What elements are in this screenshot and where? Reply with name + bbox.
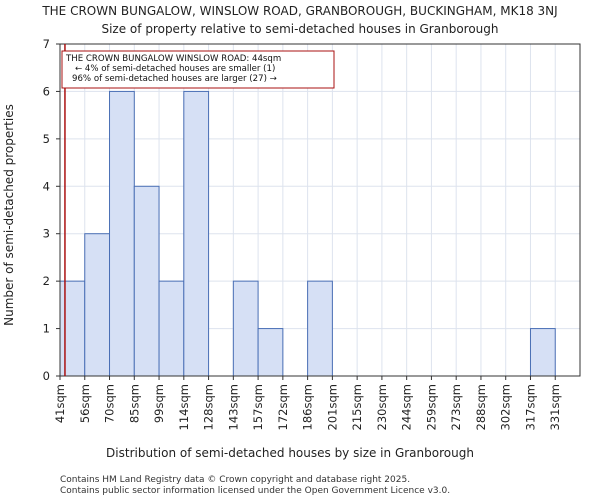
- x-tick-label: 41sqm: [53, 384, 67, 423]
- y-tick-label: 0: [43, 369, 50, 383]
- x-tick-label: 114sqm: [177, 384, 191, 430]
- x-tick-label: 302sqm: [499, 384, 513, 430]
- x-tick-label: 288sqm: [474, 384, 488, 430]
- x-tick-label: 273sqm: [449, 384, 463, 430]
- footer-line-2: Contains public sector information licen…: [60, 486, 450, 496]
- y-tick-label: 3: [43, 227, 50, 241]
- bar: [232, 280, 259, 377]
- bar: [307, 280, 333, 377]
- x-tick-label: 99sqm: [152, 384, 166, 423]
- x-tick-label: 230sqm: [375, 384, 389, 430]
- x-axis-label: Distribution of semi-detached houses by …: [106, 446, 474, 460]
- x-tick-label: 157sqm: [251, 384, 265, 430]
- x-tick-label: 85sqm: [127, 384, 141, 423]
- x-axis-ticks: 41sqm 56sqm 70sqm 85sqm 99sqm 114sqm 128sqm 143…: [53, 376, 562, 430]
- bar: [59, 280, 86, 377]
- y-tick-label: 7: [43, 37, 50, 51]
- annotation-line-1: THE CROWN BUNGALOW WINSLOW ROAD: 44sqm: [65, 54, 281, 64]
- y-axis-ticks: 0 1 2 3 4 5 6 7: [43, 37, 60, 383]
- x-tick-label: 56sqm: [78, 384, 92, 423]
- y-axis-label: Number of semi-detached properties: [2, 104, 16, 326]
- bar: [109, 90, 135, 377]
- annotation-box: THE CROWN BUNGALOW WINSLOW ROAD: 44sqm ←…: [61, 50, 335, 89]
- annotation-line-3: 96% of semi-detached houses are larger (…: [72, 74, 277, 84]
- bar: [84, 233, 111, 377]
- x-tick-label: 244sqm: [400, 384, 414, 430]
- annotation-border: [61, 50, 335, 89]
- y-tick-label: 6: [43, 84, 50, 98]
- x-tick-label: 317sqm: [523, 384, 537, 430]
- chart-title: THE CROWN BUNGALOW, WINSLOW ROAD, GRANBO…: [41, 4, 557, 18]
- x-tick-label: 201sqm: [325, 384, 339, 430]
- bar: [158, 280, 185, 377]
- bars: [59, 90, 556, 377]
- x-tick-label: 70sqm: [103, 384, 117, 423]
- x-tick-label: 172sqm: [276, 384, 290, 430]
- bar: [257, 328, 284, 377]
- x-tick-label: 186sqm: [301, 384, 315, 430]
- footer-line-1: Contains HM Land Registry data © Crown c…: [60, 475, 410, 485]
- bar: [529, 328, 556, 377]
- bar: [183, 90, 210, 377]
- y-tick-label: 1: [43, 322, 50, 336]
- y-tick-label: 4: [43, 179, 50, 193]
- y-tick-label: 2: [43, 274, 50, 288]
- chart-subtitle: Size of property relative to semi-detach…: [101, 22, 498, 36]
- annotation-line-2: ← 4% of semi-detached houses are smaller…: [75, 64, 275, 74]
- plot-frame: [59, 43, 581, 377]
- x-tick-label: 331sqm: [548, 384, 562, 430]
- x-tick-label: 215sqm: [350, 384, 364, 430]
- x-tick-label: 143sqm: [226, 384, 240, 430]
- bar: [133, 185, 160, 377]
- y-tick-label: 5: [43, 132, 50, 146]
- x-tick-label: 259sqm: [424, 384, 438, 430]
- x-tick-label: 128sqm: [202, 384, 216, 430]
